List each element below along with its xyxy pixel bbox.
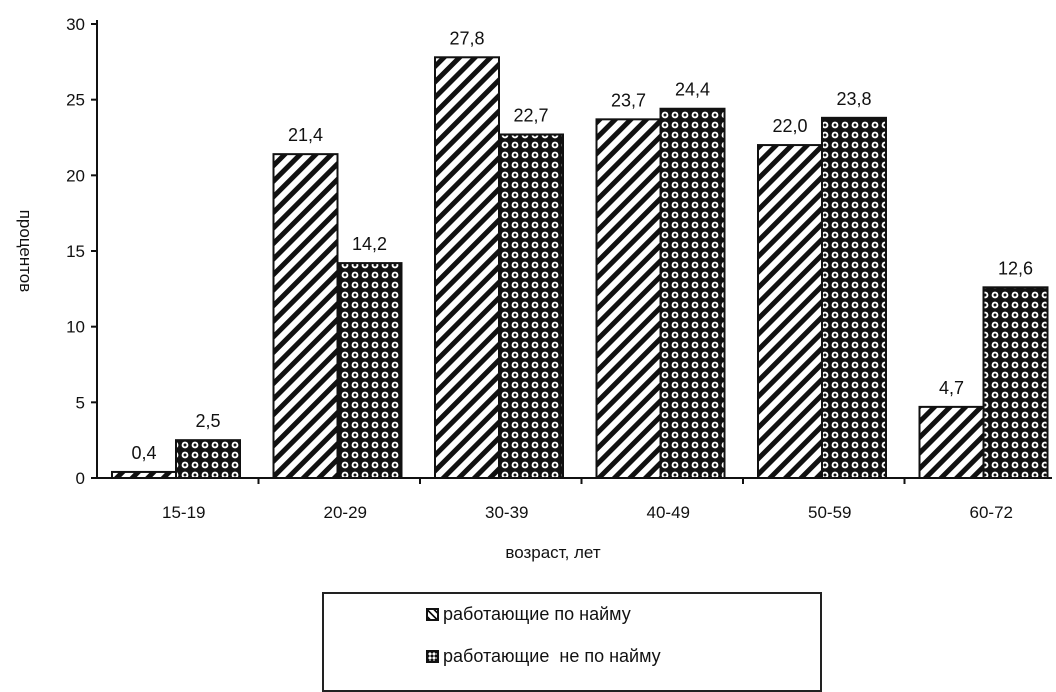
data-label: 21,4 — [288, 125, 323, 145]
y-tick-label: 0 — [76, 469, 85, 488]
x-tick-label: 50-59 — [808, 503, 851, 522]
bar-hired — [272, 153, 339, 479]
y-tick-label: 5 — [76, 393, 85, 412]
bar-self-employed — [982, 286, 1049, 479]
bar-self-employed — [659, 107, 726, 479]
data-label: 24,4 — [675, 80, 710, 100]
x-axis-title: возраст, лет — [505, 543, 600, 562]
y-tick-label: 10 — [66, 318, 85, 337]
legend-label-hired: работающие по найму — [443, 604, 631, 624]
data-label: 22,0 — [772, 116, 807, 136]
data-label: 23,8 — [836, 89, 871, 109]
y-tick-label: 20 — [66, 166, 85, 185]
data-label: 27,8 — [449, 28, 484, 48]
y-axis-title: процентов — [16, 210, 35, 293]
legend-label-self-employed: работающие не по найму — [443, 646, 661, 666]
bar-hired — [918, 405, 985, 479]
bar-hired — [434, 56, 500, 479]
bar-self-employed — [498, 133, 564, 479]
legend-item-hired: работающие по найму — [426, 604, 631, 625]
bar-self-employed — [821, 116, 887, 480]
legend: работающие по найму работающие не по най… — [322, 592, 822, 692]
data-label: 12,6 — [998, 258, 1033, 278]
data-label: 22,7 — [513, 105, 548, 125]
y-tick-label: 15 — [66, 242, 85, 261]
data-label: 14,2 — [352, 234, 387, 254]
bar-chart: 0 5 10 15 20 25 30 15-19 20-29 30-39 40-49 50-59 60-… — [16, 15, 1052, 562]
data-label: 0,4 — [131, 443, 156, 463]
y-tick-label: 30 — [66, 15, 85, 34]
bar-hired — [111, 470, 177, 479]
bar-self-employed — [336, 262, 403, 479]
x-tick-label: 40-49 — [647, 503, 690, 522]
data-label: 23,7 — [611, 90, 646, 110]
data-label: 2,5 — [195, 411, 220, 431]
bar-hired — [757, 144, 823, 479]
y-tick-label: 25 — [66, 91, 85, 110]
x-tick-label: 20-29 — [324, 503, 367, 522]
data-label: 4,7 — [939, 378, 964, 398]
bar-self-employed — [175, 439, 241, 479]
hatch-swatch-icon — [426, 608, 439, 621]
bar-hired — [595, 118, 662, 479]
x-tick-label: 15-19 — [162, 503, 205, 522]
x-tick-label: 60-72 — [970, 503, 1013, 522]
legend-item-self-employed: работающие не по найму — [426, 646, 661, 667]
dots-swatch-icon — [426, 650, 439, 663]
x-tick-label: 30-39 — [485, 503, 528, 522]
